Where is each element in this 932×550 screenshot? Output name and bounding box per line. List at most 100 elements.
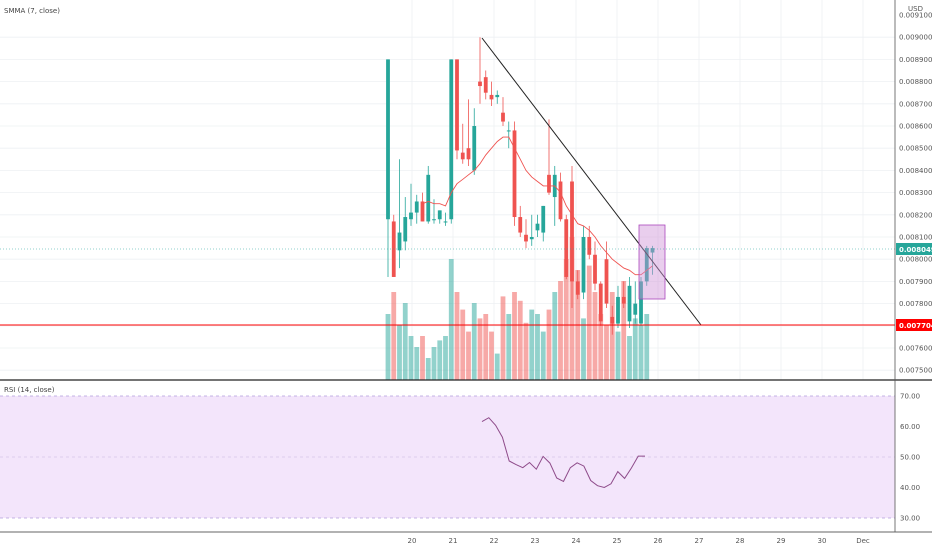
volume-bar: [627, 336, 632, 380]
time-tick-label: Dec: [856, 537, 870, 545]
price-tick-label: 0.00870000: [899, 100, 932, 108]
volume-bar: [402, 303, 408, 380]
price-tick-label: 0.00880000: [899, 78, 932, 86]
candle-body: [489, 94, 494, 100]
candle-body: [414, 201, 419, 213]
volume-bar: [443, 336, 448, 380]
candle-body: [524, 234, 528, 242]
candle-body: [443, 221, 448, 223]
candle-body: [610, 316, 615, 324]
price-tick-label: 0.00760000: [899, 345, 932, 353]
rsi-axis[interactable]: 70.00 60.00 50.00 40.00 30.00: [900, 393, 920, 523]
candle-body: [478, 81, 482, 87]
support-price-tag-bg: [896, 319, 932, 331]
volume-bar: [397, 325, 402, 380]
volume-bar: [466, 331, 471, 380]
volume-bar: [581, 318, 586, 380]
candle-body: [386, 59, 390, 220]
candle-body: [483, 77, 488, 93]
time-tick-label: 21: [449, 537, 458, 545]
time-tick-label: 28: [736, 537, 745, 545]
candle-body: [426, 174, 431, 222]
volume-bar: [500, 296, 506, 380]
candle-body: [460, 152, 465, 160]
rsi-indicator-label[interactable]: RSI (14, close): [4, 386, 55, 394]
price-tick-label: 0.00800000: [899, 256, 932, 264]
volume-bar: [471, 303, 477, 380]
volume-bar: [609, 292, 615, 380]
price-tick-label: 0.00850000: [899, 145, 932, 153]
candle-body: [587, 237, 592, 255]
highlight-rectangle[interactable]: [638, 224, 666, 300]
time-tick-label: 24: [572, 537, 581, 545]
candle-body: [518, 217, 523, 233]
volume-bar: [535, 314, 540, 380]
smma-indicator-label[interactable]: SMMA (7, close): [4, 7, 60, 15]
candle-body: [535, 223, 540, 231]
volume-bar: [414, 347, 420, 380]
price-tick-label: 0.00750000: [899, 367, 932, 375]
rsi-tick-label: 50.00: [900, 454, 920, 462]
time-tick-label: 20: [408, 537, 417, 545]
volume-bar: [644, 314, 650, 380]
volume-bar: [489, 331, 494, 380]
volume-bar: [494, 353, 500, 380]
candle-body: [432, 219, 436, 221]
volume-bar: [615, 331, 621, 380]
last-price-label: 0.00804900: [899, 246, 932, 254]
candle-body: [616, 296, 620, 324]
time-tick-label: 26: [654, 537, 663, 545]
volume-bar: [425, 358, 431, 380]
candle-body: [627, 285, 632, 322]
volume-bar: [385, 314, 391, 380]
price-tick-label: 0.00820000: [899, 211, 932, 219]
volume-bar: [448, 259, 454, 380]
price-tick-label: 0.00860000: [899, 123, 932, 131]
time-axis[interactable]: 20 21 22 23 24 25 26 27 28 29 30 Dec: [408, 537, 870, 545]
price-tick-label: 0.00840000: [899, 167, 932, 175]
candle-body: [593, 254, 597, 284]
candle-body: [403, 217, 408, 242]
price-tick-label: 0.00890000: [899, 56, 932, 64]
time-tick-label: 29: [777, 537, 786, 545]
time-tick-label: 30: [818, 537, 827, 545]
volume-bar: [558, 281, 563, 380]
price-tick-label: 0.00900000: [899, 34, 932, 42]
volume-bar: [517, 300, 523, 380]
volume-bar: [454, 292, 460, 380]
volume-bar: [540, 331, 546, 380]
volume-bar: [586, 265, 592, 380]
volume-bar: [523, 322, 529, 380]
candle-body: [455, 59, 459, 151]
candle-body: [409, 212, 413, 220]
candle-body: [541, 205, 546, 233]
currency-label: USD: [908, 5, 923, 13]
price-tick-label: 0.00910000: [899, 12, 932, 20]
volume-bar: [632, 318, 638, 380]
time-tick-label: 23: [531, 537, 540, 545]
time-tick-label: 22: [490, 537, 499, 545]
volume-bar: [391, 292, 397, 380]
candle-body: [506, 130, 511, 132]
volume-bar: [512, 292, 517, 380]
candle-body: [604, 259, 609, 304]
smma-line: [422, 136, 653, 276]
volume-bar: [592, 292, 598, 380]
volume-bar: [546, 309, 552, 380]
candle-body: [558, 181, 563, 220]
candle-body: [529, 237, 534, 240]
volume-bar: [460, 309, 466, 380]
rsi-tick-label: 40.00: [900, 484, 920, 492]
rsi-line: [481, 417, 645, 489]
price-tick-label: 0.00780000: [899, 300, 932, 308]
candle-body: [621, 296, 626, 304]
candle-body: [547, 174, 551, 193]
trendline[interactable]: [481, 37, 702, 326]
volume-bar: [621, 281, 627, 380]
rsi-tick-label: 30.00: [900, 515, 920, 523]
support-price-tag: 0.00770404: [896, 319, 932, 331]
support-price-label: 0.00770404: [899, 322, 932, 330]
candle-body: [501, 112, 505, 122]
rsi-tick-label: 60.00: [900, 423, 920, 431]
